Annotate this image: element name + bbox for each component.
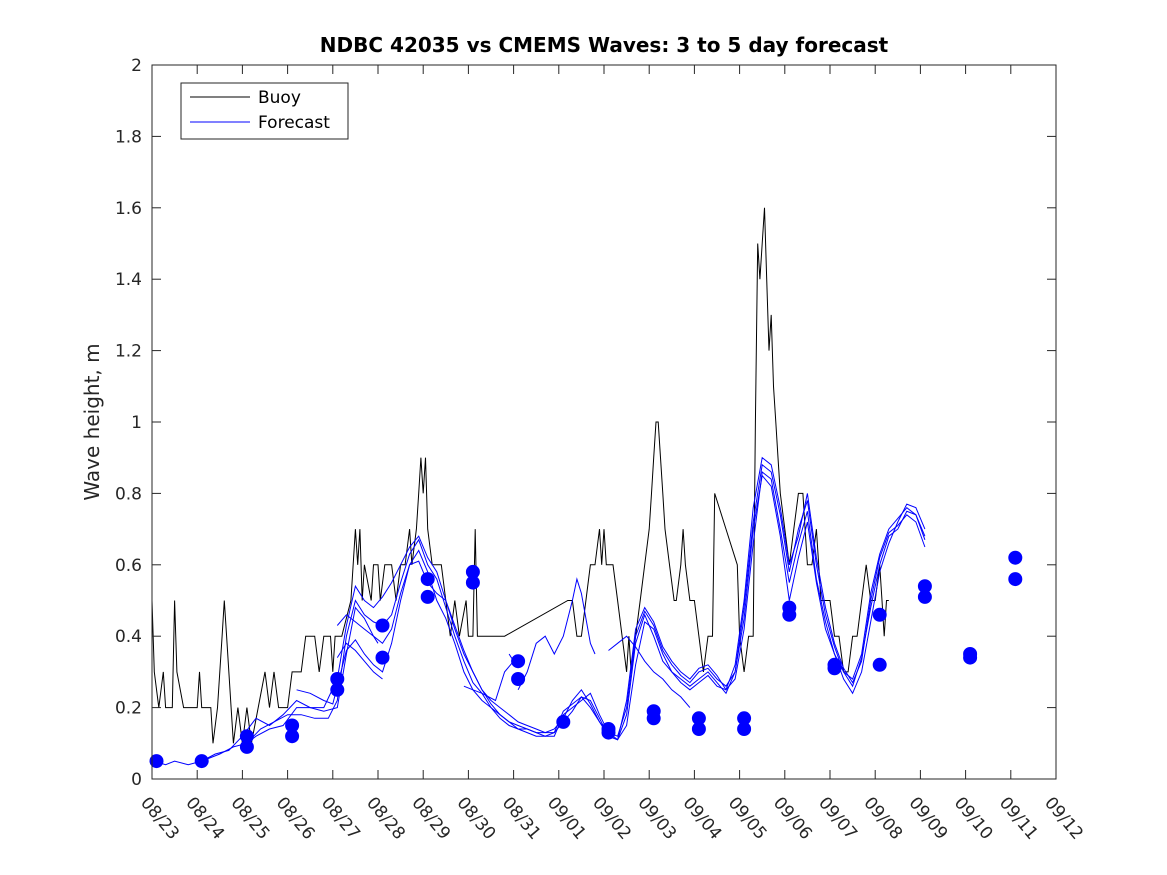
forecast-start-point [375,618,390,633]
y-tick-label: 0 [131,770,142,790]
forecast-line [608,635,691,708]
y-tick-label: 1 [131,413,142,433]
forecast-start-point [239,739,254,754]
forecast-line [336,642,383,680]
forecast-line [242,463,926,748]
forecast-start-point [1008,550,1023,565]
forecast-start-point [691,722,706,736]
forecast-line [201,471,926,762]
y-tick-label: 1.4 [115,270,142,290]
forecast-start-point [601,725,616,740]
forecast-start-point [194,754,209,769]
data-layer [152,207,926,766]
legend-forecast-label: Forecast [258,113,330,133]
y-tick-label: 0.6 [115,556,142,576]
forecast-start-point [872,607,887,622]
forecast-start-point [149,754,164,769]
y-tick-label: 1.6 [115,199,142,219]
y-tick-label: 0.2 [115,699,142,719]
forecast-start-point [420,572,435,587]
forecast-start-point [1008,572,1023,587]
y-tick-label: 2 [131,56,142,76]
buoy-line [152,207,889,744]
forecast-line [154,474,926,766]
y-tick-label: 1.2 [115,342,142,362]
chart-title: NDBC 42035 vs CMEMS Waves: 3 to 5 day fo… [320,33,889,57]
y-tick-label: 1.8 [115,127,142,147]
forecast-start-markers [149,550,1023,769]
forecast-start-point [465,575,480,590]
forecast-start-point [285,729,300,744]
legend-box [180,82,349,140]
plot-area [152,65,1056,779]
forecast-start-point [963,650,978,665]
forecast-line [296,456,926,741]
forecast-start-point [917,589,932,604]
forecast-start-point [511,654,526,669]
y-tick-label: 0.8 [115,484,142,504]
forecast-start-point [511,672,526,686]
forecast-start-point [737,722,752,736]
forecast-line [517,577,596,691]
forecast-start-point [872,657,887,672]
forecast-start-point [375,650,390,665]
forecast-start-point [782,607,797,622]
forecast-start-point [646,711,661,726]
forecast-line [336,614,379,644]
forecast-start-point [330,682,345,697]
forecast-start-point [556,714,571,729]
forecast-start-point [827,661,842,676]
legend: Buoy Forecast [180,82,349,140]
y-tick-label: 0.4 [115,627,142,647]
forecast-start-point [420,589,435,604]
y-axis-label: Wave height, m [80,343,104,500]
legend-buoy-label: Buoy [258,88,301,108]
